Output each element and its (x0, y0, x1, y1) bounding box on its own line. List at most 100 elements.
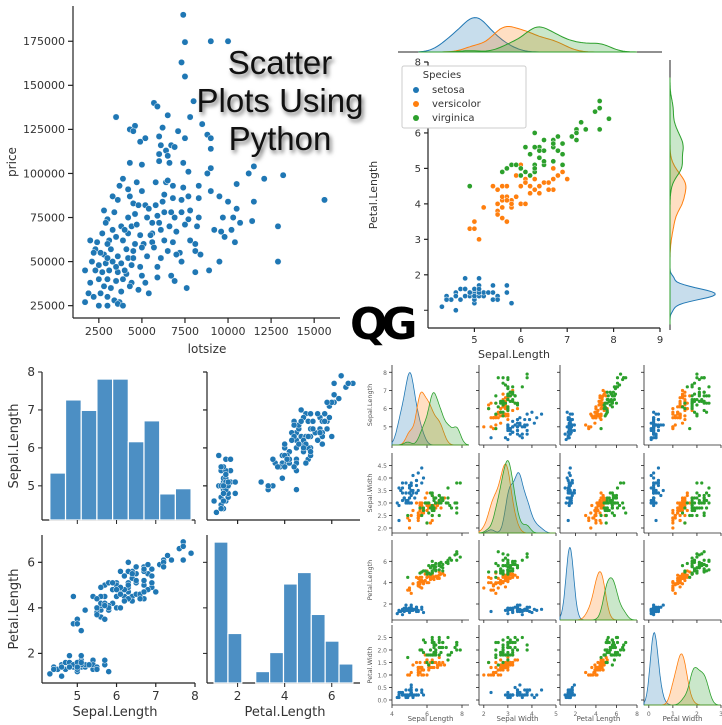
pair-hue-point (692, 501, 697, 505)
x-tick-label: 4 (390, 711, 394, 718)
pair-hue-point (652, 471, 656, 475)
pair-hue-point (434, 660, 438, 665)
housing-point (198, 120, 206, 128)
pair-hue-point (413, 693, 417, 697)
pair-hue-point (602, 506, 606, 510)
pair-hue-point (615, 501, 620, 505)
pair-hue-point (515, 417, 520, 422)
pair-hue-point (594, 405, 598, 409)
pair-hue-point (596, 501, 600, 505)
iris-versicolor-point (471, 225, 478, 232)
pair-hue-point (602, 501, 606, 505)
housing-point (117, 259, 125, 267)
pair-hue-point (508, 573, 512, 577)
pair-hue-point (494, 401, 498, 405)
pair-hue-point (411, 695, 415, 700)
pair-point (321, 418, 328, 425)
y-tick-label: 50000 (30, 255, 65, 268)
pair-hue-point (397, 695, 401, 700)
pair-hue-point (597, 403, 601, 407)
housing-point (210, 226, 218, 234)
housing-point (164, 247, 172, 255)
housing-point (174, 127, 182, 135)
housing-point (122, 245, 130, 253)
x-tick-label: 7 (152, 689, 160, 703)
pair-hue-point (525, 412, 529, 416)
pair-hue-point (506, 408, 510, 413)
pair-hue-point (654, 423, 658, 427)
y-tick-label: 2.5 (377, 635, 387, 642)
pair-point (179, 543, 187, 550)
pair-hue-point (612, 658, 617, 662)
pair-hue-point (409, 591, 413, 595)
pair-hue-point (599, 521, 603, 525)
housing-point (114, 196, 122, 204)
pair-hue-point (446, 635, 450, 640)
pair-hue-point (499, 571, 503, 575)
pair-hue-point (494, 665, 498, 670)
pair-hue-point (605, 658, 609, 662)
pair-hue-point (494, 653, 498, 657)
pair-hue-point (707, 385, 711, 389)
pair-hue-point (503, 693, 508, 697)
pair-hue-point (676, 416, 680, 420)
iris-setosa-point (508, 300, 515, 307)
pair-hue-point (608, 645, 612, 650)
pair-hue-point (520, 432, 524, 436)
pair-point (46, 670, 54, 678)
x-tick-label: 6 (328, 689, 336, 703)
pair-hue-point (503, 556, 508, 560)
housing-point (136, 263, 144, 271)
pair-hue-point (432, 496, 436, 500)
pair-hue-point (499, 401, 503, 405)
pair-hue-point (680, 392, 685, 396)
pair-hue-point (584, 670, 588, 675)
pair-hue-point (506, 655, 510, 660)
histogram-bar (296, 571, 312, 684)
pair-hue-point (506, 653, 510, 657)
pair-hue-point (420, 665, 424, 670)
pair-hue-point (511, 650, 515, 655)
pair-hue-point (511, 425, 515, 429)
x-tick-label: 8 (191, 689, 199, 703)
pair-hue-point (605, 660, 609, 665)
housing-point (126, 192, 134, 200)
pair-hue-point (523, 417, 527, 422)
overlay-title-line-2: Plots Using (196, 82, 364, 119)
pair-hue-point (503, 564, 508, 568)
pair-hue-point (654, 412, 658, 416)
pair-point (77, 652, 85, 659)
pair-point (117, 604, 124, 612)
pair-hue-point (690, 559, 694, 563)
pair-hue-point (593, 508, 597, 513)
pair-hue-point (525, 432, 529, 436)
pair-hue-point (702, 513, 706, 518)
housing-point (86, 236, 94, 244)
y-tick-label: 4.0 (377, 476, 387, 483)
pair-hue-point (676, 573, 680, 577)
housing-point (131, 210, 139, 218)
iris-setosa-point (466, 289, 473, 296)
pair-hue-point (688, 394, 692, 398)
pair-hue-point (566, 491, 570, 495)
pair-hue-point (697, 501, 701, 505)
pair-hue-point (572, 423, 576, 427)
pair-hue-point (535, 416, 539, 420)
pair-hue-point (487, 403, 491, 407)
iris-setosa-point (471, 293, 478, 299)
pair-hue-point (704, 410, 709, 414)
pair-hue-point (617, 653, 622, 657)
pair-hue-point (697, 390, 701, 394)
iris-versicolor-point (545, 186, 552, 193)
pair-hue-point (506, 660, 510, 665)
pair-hue-point (446, 486, 450, 490)
pair-hue-point (683, 501, 687, 505)
housing-point (153, 263, 161, 271)
pair-hue-point (661, 423, 665, 427)
iris-setosa-point (476, 275, 482, 282)
pair-hue-point (499, 673, 503, 677)
pair-hue-point (397, 486, 401, 490)
pair-hue-point (520, 609, 524, 614)
pair-hue-point (680, 405, 685, 409)
pair-hue-point (615, 486, 620, 490)
